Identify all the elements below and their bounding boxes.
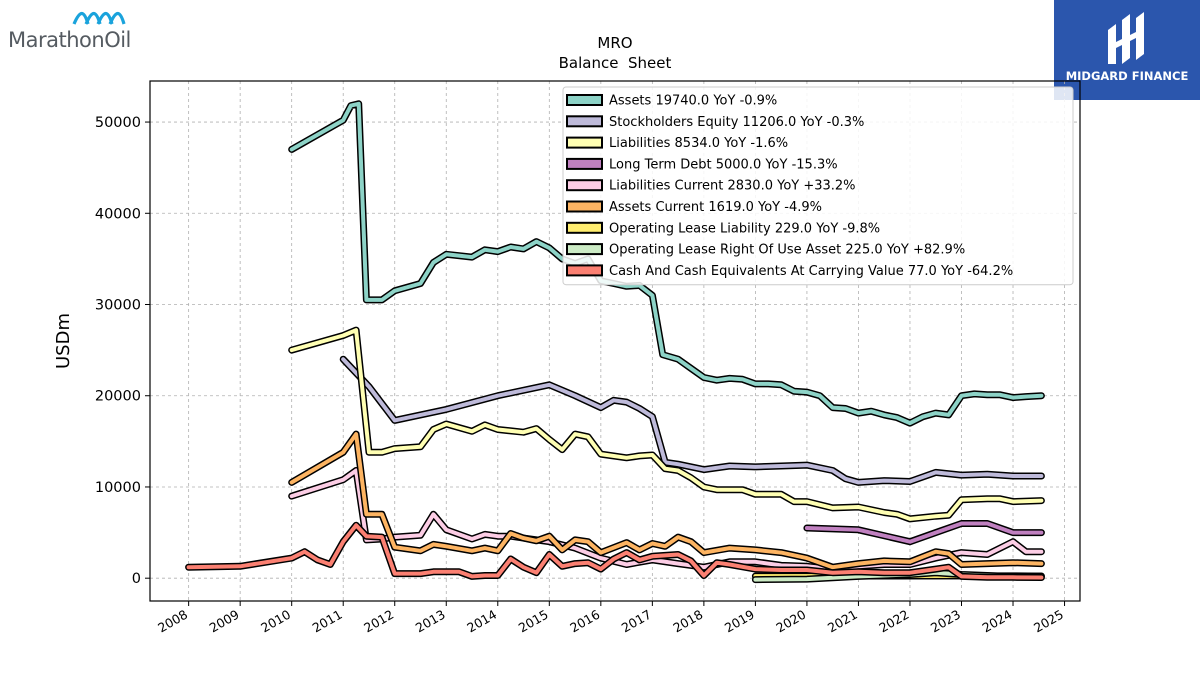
midgard-finance-badge: MIDGARD FINANCE <box>1054 0 1200 100</box>
legend-entry: Liabilities 8534.0 YoY -1.6% <box>609 136 788 151</box>
legend-swatch <box>566 136 603 149</box>
series-line <box>289 101 1044 426</box>
series-line <box>289 328 1044 521</box>
x-tick-label: 2021 <box>825 607 860 636</box>
y-axis-label: USDm <box>53 313 74 369</box>
x-tick-label: 2022 <box>876 607 911 636</box>
legend-box <box>562 86 1074 286</box>
legend-entry: Stockholders Equity 11206.0 YoY -0.3% <box>609 115 864 130</box>
legend-swatch <box>566 115 603 128</box>
legend-swatch <box>566 221 603 234</box>
legend-entry: Long Term Debt 5000.0 YoY -15.3% <box>609 157 838 172</box>
chart-title: MRO <box>597 34 632 52</box>
plot-frame <box>149 80 1081 602</box>
legend-entry: Liabilities Current 2830.0 YoY +33.2% <box>609 179 856 194</box>
series-line-outline <box>339 355 1045 486</box>
series-5 <box>288 430 1045 571</box>
legend-entry: Operating Lease Liability 229.0 YoY -9.8… <box>609 221 880 236</box>
x-tick-label: 2015 <box>516 607 551 636</box>
y-tick-label: 50000 <box>95 115 141 131</box>
series-line <box>289 432 1044 570</box>
y-axis: 0 10000 20000 30000 40000 50000 <box>95 115 150 587</box>
x-tick-label: 2010 <box>258 607 293 636</box>
legend-swatch <box>566 157 603 170</box>
x-tick-label: 2013 <box>413 607 448 636</box>
x-tick-label: 2018 <box>670 607 705 636</box>
series-layer <box>185 100 1045 584</box>
marathon-wave-icon <box>72 11 126 25</box>
series-8 <box>185 521 1045 581</box>
series-0 <box>288 100 1045 427</box>
y-tick-label: 20000 <box>95 389 141 405</box>
y-tick-label: 10000 <box>95 480 141 496</box>
brand-text: MarathonOil <box>8 28 131 52</box>
legend-swatch <box>566 179 603 192</box>
x-tick-label: 2023 <box>928 607 963 636</box>
legend-entry: Assets Current 1619.0 YoY -4.9% <box>609 200 822 215</box>
legend-swatch <box>566 264 603 277</box>
x-tick-label: 2019 <box>722 607 757 636</box>
x-axis: 2008 2009 2010 2011 2012 2013 2014 2015 2016 2017… <box>155 601 1066 636</box>
x-tick-label: 2011 <box>310 607 345 636</box>
x-tick-label: 2016 <box>567 607 602 636</box>
x-tick-label: 2008 <box>155 607 190 636</box>
y-tick-label: 0 <box>132 571 141 587</box>
legend-entry: Assets 19740.0 YoY -0.9% <box>609 94 777 109</box>
x-tick-label: 2017 <box>619 607 654 636</box>
series-line <box>341 357 1044 485</box>
series-line-outline <box>803 520 1045 546</box>
legend: Assets 19740.0 YoY -0.9% Stockholders Equ… <box>562 86 1074 286</box>
series-line-outline <box>185 521 1045 581</box>
marathon-oil-logo: MarathonOil <box>6 6 156 54</box>
series-line <box>804 521 1044 544</box>
chart-subtitle: Balance Sheet <box>559 54 672 72</box>
legend-entry: Cash And Cash Equivalents At Carrying Va… <box>609 264 1013 279</box>
legend-swatch <box>566 200 603 213</box>
y-tick-label: 40000 <box>95 206 141 222</box>
series-line <box>186 523 1044 580</box>
legend-swatch <box>566 243 603 256</box>
badge-name: MIDGARD FINANCE <box>1065 69 1189 83</box>
legend-entry: Operating Lease Right Of Use Asset 225.0… <box>609 243 965 258</box>
series-1 <box>339 355 1045 486</box>
midgard-logo-icon <box>1108 12 1144 64</box>
legend-swatch <box>566 94 603 106</box>
x-tick-label: 2009 <box>207 607 242 636</box>
series-3 <box>803 520 1045 546</box>
x-tick-label: 2012 <box>361 607 396 636</box>
x-tick-label: 2025 <box>1031 607 1066 636</box>
x-tick-label: 2020 <box>773 607 808 636</box>
y-tick-label: 30000 <box>95 298 141 314</box>
x-tick-label: 2014 <box>464 607 499 636</box>
series-2 <box>288 326 1045 523</box>
x-tick-label: 2024 <box>979 607 1014 636</box>
